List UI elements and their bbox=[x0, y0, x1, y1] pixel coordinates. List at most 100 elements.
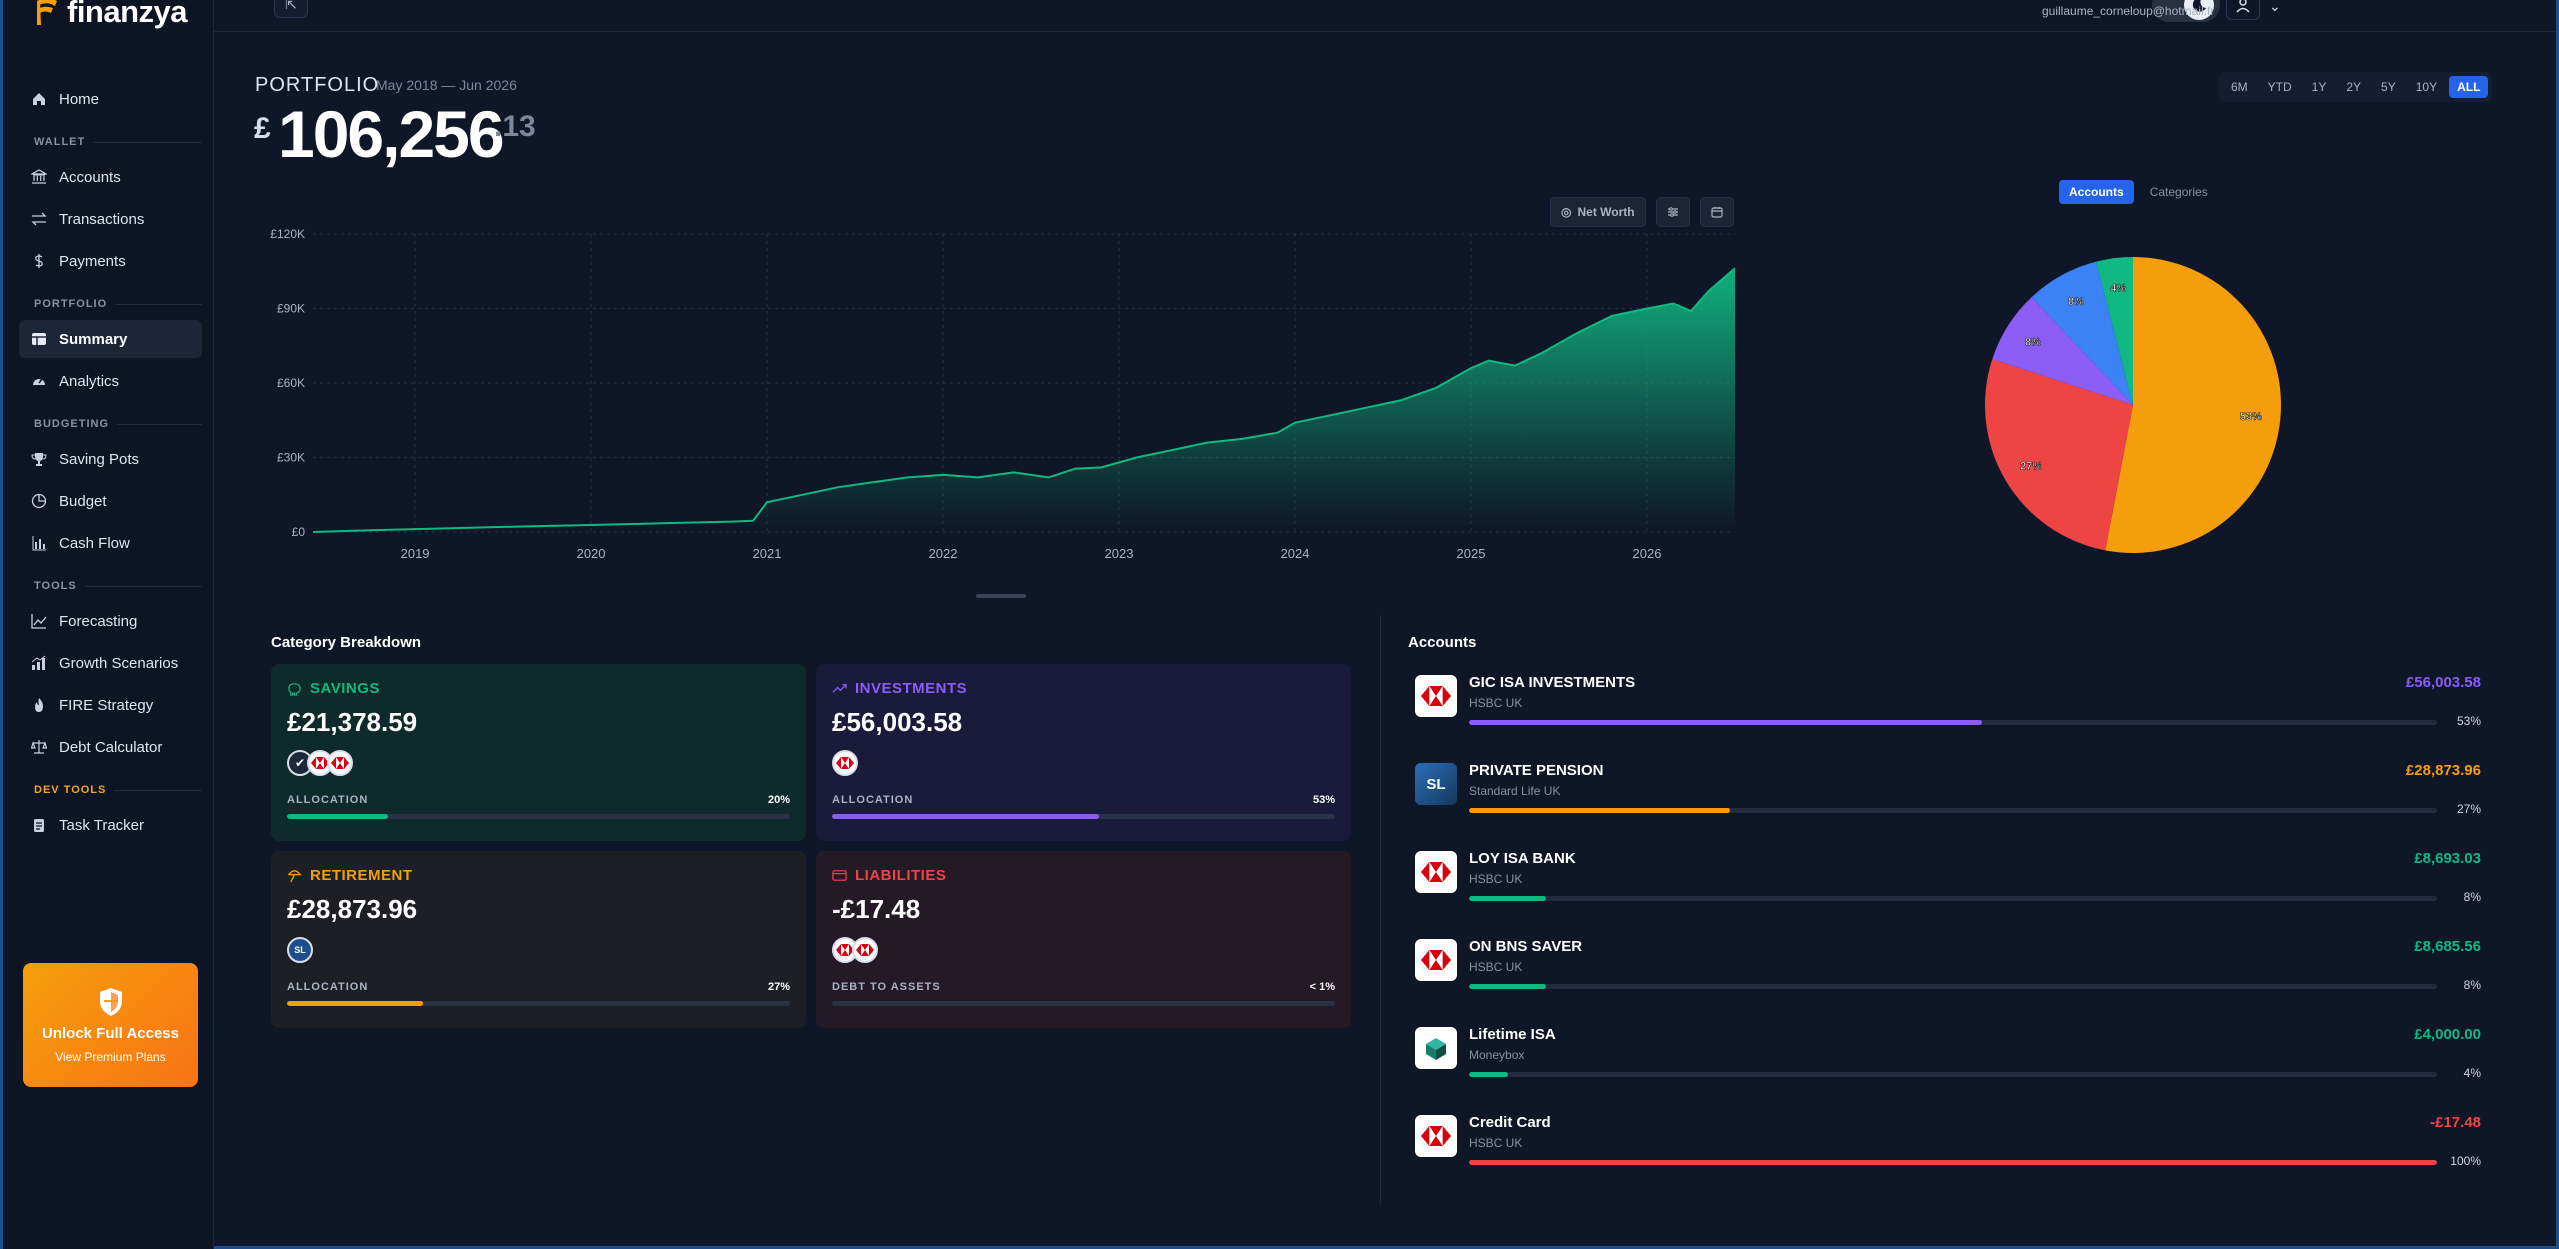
logo-text: SL bbox=[1426, 775, 1446, 793]
account-share-bar-fill bbox=[1469, 808, 1731, 813]
account-row[interactable]: ON BNS SAVER HSBC UK £8,685.56 8% bbox=[1411, 926, 2481, 1006]
account-bank: HSBC UK bbox=[1469, 872, 1523, 886]
category-header: SAVINGS bbox=[287, 680, 790, 697]
sidebar-item-debt-calculator[interactable]: Debt Calculator bbox=[19, 728, 202, 766]
account-name: GIC ISA INVESTMENTS bbox=[1469, 674, 1636, 691]
category-header: RETIREMENT bbox=[287, 867, 790, 884]
range-button-10y[interactable]: 10Y bbox=[2415, 80, 2438, 94]
date-range: May 2018 — Jun 2026 bbox=[376, 77, 517, 93]
nav-section-label: BUDGETING bbox=[34, 418, 109, 430]
category-account-logos bbox=[832, 937, 1335, 963]
category-account-logos: ✔ bbox=[287, 750, 790, 776]
sidebar-item-analytics[interactable]: Analytics bbox=[19, 362, 202, 400]
account-name: PRIVATE PENSION bbox=[1469, 762, 1604, 779]
account-share-bar bbox=[1469, 896, 2437, 901]
time-range-selector: 6M YTD 1Y 2Y 5Y 10Y ALL bbox=[2219, 72, 2493, 102]
account-row[interactable]: Credit Card HSBC UK -£17.48 100% bbox=[1411, 1102, 2481, 1182]
upgrade-card[interactable]: Unlock Full Access View Premium Plans bbox=[23, 963, 198, 1087]
nav-section-dev-tools: DEV TOOLS bbox=[34, 784, 202, 796]
range-button-2y[interactable]: 2Y bbox=[2346, 80, 2362, 94]
range-button-6m[interactable]: 6M bbox=[2231, 80, 2248, 94]
back-arrow-icon: ⇱ bbox=[285, 0, 297, 12]
account-row[interactable]: SL PRIVATE PENSION Standard Life UK £28,… bbox=[1411, 750, 2481, 830]
sidebar-item-summary[interactable]: Summary bbox=[19, 320, 202, 358]
net-worth-chart: £0 £30K £60K £90K £120K 2019 2020 2021 2022 2023 2… bbox=[270, 227, 1736, 560]
sidebar-item-accounts[interactable]: Accounts bbox=[19, 158, 202, 196]
calendar-button[interactable] bbox=[1699, 197, 1734, 227]
currency-symbol: £ bbox=[254, 112, 271, 145]
range-button-5y[interactable]: 5Y bbox=[2381, 80, 2396, 94]
sidebar-item-saving-pots[interactable]: Saving Pots bbox=[19, 440, 202, 478]
account-share-percent: 53% bbox=[2456, 714, 2481, 728]
sidebar-item-transactions[interactable]: Transactions bbox=[19, 200, 202, 238]
category-card-investments[interactable]: INVESTMENTS £56,003.58 ALLOCATION 53% bbox=[816, 664, 1351, 841]
brand-logo[interactable]: finanzya bbox=[33, 0, 188, 30]
pie-tabs: Accounts Categories bbox=[2059, 180, 2218, 204]
hsbc-logo-icon bbox=[327, 750, 353, 776]
clipboard-icon bbox=[31, 817, 47, 833]
sidebar-item-growth-scenarios[interactable]: Growth Scenarios bbox=[19, 644, 202, 682]
resize-handle[interactable] bbox=[976, 594, 1026, 598]
portfolio-total-pence: .13 bbox=[494, 110, 536, 143]
allocation-label: ALLOCATION bbox=[832, 794, 914, 806]
allocation-bar-fill bbox=[287, 1001, 423, 1006]
hsbc-logo-icon bbox=[1415, 1115, 1457, 1157]
top-bar: ⇱ bbox=[214, 0, 2556, 32]
account-row[interactable]: GIC ISA INVESTMENTS HSBC UK £56,003.58 5… bbox=[1411, 662, 2481, 742]
x-tick-label: 2023 bbox=[1105, 546, 1134, 560]
dollar-icon bbox=[31, 253, 47, 269]
account-row[interactable]: Lifetime ISA Moneybox £4,000.00 4% bbox=[1411, 1014, 2481, 1094]
category-card-liabilities[interactable]: LIABILITIES -£17.48 DEBT TO ASSETS < 1% bbox=[816, 851, 1351, 1028]
sidebar-item-cash-flow[interactable]: Cash Flow bbox=[19, 524, 202, 562]
bank-icon bbox=[31, 169, 47, 185]
sidebar-item-label: Accounts bbox=[59, 168, 121, 186]
range-button-all[interactable]: ALL bbox=[2449, 76, 2489, 98]
sidebar-item-label: Task Tracker bbox=[59, 816, 145, 834]
account-amount: £4,000.00 bbox=[2414, 1026, 2481, 1043]
tab-accounts[interactable]: Accounts bbox=[2059, 180, 2134, 204]
user-menu-button[interactable] bbox=[2226, 0, 2260, 20]
chart-settings-button[interactable] bbox=[1655, 197, 1690, 227]
pie-slice-label: 8% bbox=[2068, 296, 2084, 308]
shield-icon bbox=[99, 987, 122, 1016]
pie-slice[interactable] bbox=[1992, 297, 2133, 405]
back-button[interactable]: ⇱ bbox=[274, 0, 308, 18]
sidebar-item-budget[interactable]: Budget bbox=[19, 482, 202, 520]
accounts-title: Accounts bbox=[1408, 634, 1477, 651]
pie-slice[interactable] bbox=[1984, 359, 2133, 551]
account-row[interactable]: LOY ISA BANK HSBC UK £8,693.03 8% bbox=[1411, 838, 2481, 918]
tab-categories[interactable]: Categories bbox=[2149, 185, 2208, 199]
pie-slice[interactable] bbox=[2105, 257, 2281, 553]
sidebar-item-label: Forecasting bbox=[59, 612, 138, 630]
chart-toolbar: ◎ Net Worth bbox=[1550, 197, 1734, 227]
portfolio-label: PORTFOLIO bbox=[255, 74, 380, 96]
category-allocation-row: ALLOCATION 53% bbox=[832, 794, 1335, 806]
sidebar-item-payments[interactable]: Payments bbox=[19, 242, 202, 280]
account-bank: Standard Life UK bbox=[1469, 784, 1561, 798]
pie-slice[interactable] bbox=[2096, 257, 2133, 405]
beach-icon bbox=[287, 868, 302, 883]
chevron-down-icon[interactable]: ⌄ bbox=[2269, 0, 2281, 14]
range-button-1y[interactable]: 1Y bbox=[2311, 80, 2327, 94]
piggy-icon bbox=[287, 681, 302, 696]
theme-toggle[interactable] bbox=[2152, 0, 2220, 22]
view-premium-plans-link[interactable]: View Premium Plans bbox=[55, 1049, 166, 1064]
sidebar-item-fire-strategy[interactable]: FIRE Strategy bbox=[19, 686, 202, 724]
category-card-savings[interactable]: SAVINGS £21,378.59 ✔ ALLOCATION 20% bbox=[271, 664, 806, 841]
pie-icon bbox=[31, 493, 47, 509]
sidebar-item-label: Home bbox=[59, 90, 100, 108]
net-worth-button[interactable]: ◎ Net Worth bbox=[1550, 197, 1646, 227]
nav-section-label: WALLET bbox=[34, 136, 86, 148]
range-button-ytd[interactable]: YTD bbox=[2267, 80, 2292, 94]
category-card-retirement[interactable]: RETIREMENT £28,873.96 SL ALLOCATION 27% bbox=[271, 851, 806, 1028]
account-amount: £8,693.03 bbox=[2414, 850, 2481, 867]
sidebar-item-task-tracker[interactable]: Task Tracker bbox=[19, 806, 202, 844]
sidebar-item-home[interactable]: Home bbox=[19, 80, 202, 118]
sidebar-item-forecasting[interactable]: Forecasting bbox=[19, 602, 202, 640]
calendar-icon bbox=[1710, 207, 1723, 218]
account-share-percent: 8% bbox=[2463, 978, 2481, 992]
net-worth-line bbox=[312, 267, 1736, 533]
trend-icon bbox=[31, 613, 47, 629]
category-name: INVESTMENTS bbox=[855, 680, 968, 697]
pie-slice[interactable] bbox=[2031, 261, 2133, 405]
